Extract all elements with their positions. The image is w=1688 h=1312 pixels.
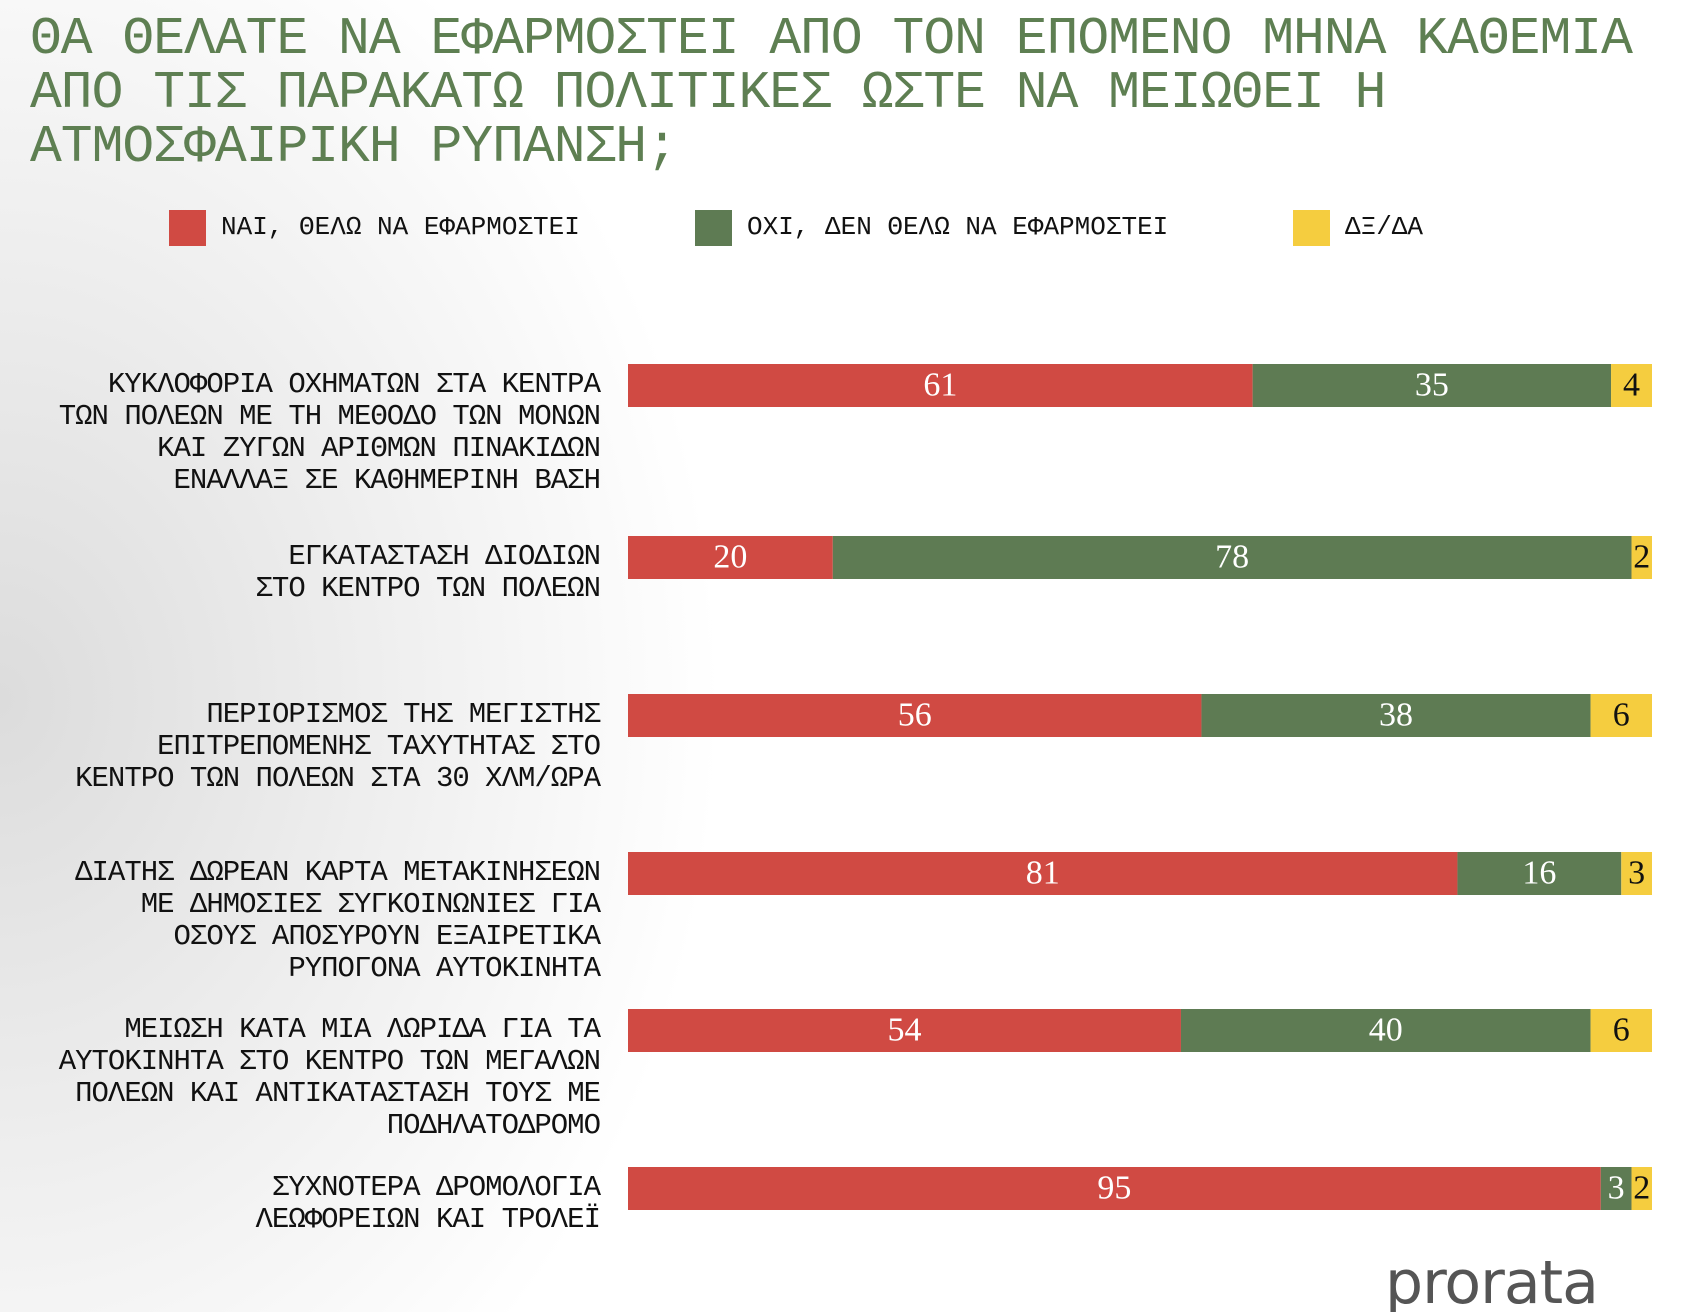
- value-label: 6: [1613, 696, 1630, 733]
- category-label: ΕΓΚΑΤΑΣΤΑΣΗ ΔΙΟΔΙΩΝ ΣΤΟ ΚΕΝΤΡΟ ΤΩΝ ΠΟΛΕΩ…: [255, 540, 601, 605]
- value-label: 35: [1415, 366, 1449, 403]
- bar-segment: [1457, 852, 1622, 895]
- bar-segment: [628, 852, 1458, 895]
- value-label: 16: [1522, 854, 1556, 891]
- category-label: ΠΕΡΙΟΡΙΣΜΟΣ ΤΗΣ ΜΕΓΙΣΤΗΣ ΕΠΙΤΡΕΠΟΜΕΝΗΣ Τ…: [75, 698, 601, 795]
- value-label: 54: [887, 1011, 921, 1048]
- value-label: 3: [1608, 1169, 1625, 1206]
- bar-segment: [1600, 1167, 1632, 1210]
- bar-segment: [832, 536, 1632, 579]
- chart-title: ΘΑ ΘΕΛΑΤΕ ΝΑ ΕΦΑΡΜΟΣΤΕΙ ΑΠΟ ΤΟΝ ΕΠΟΜΕΝΟ …: [30, 9, 1633, 177]
- bar-segment: [628, 536, 833, 579]
- value-label: 56: [898, 696, 932, 733]
- legend-swatch: [1293, 210, 1330, 246]
- value-label: 40: [1369, 1011, 1403, 1048]
- category-label: ΜΕΙΩΣΗ ΚΑΤΑ ΜΙΑ ΛΩΡΙΔΑ ΓΙΑ ΤΑ ΑΥΤΟΚΙΝΗΤΑ…: [58, 1013, 601, 1142]
- legend-label: ΝΑΙ, ΘΕΛΩ ΝΑ ΕΦΑΡΜΟΣΤΕΙ: [221, 212, 580, 242]
- value-label: 81: [1026, 854, 1060, 891]
- value-label: 61: [923, 366, 957, 403]
- bar-segment: [628, 364, 1253, 407]
- bar-segment: [1180, 1009, 1591, 1052]
- bar-segment: [1252, 364, 1612, 407]
- value-label: 95: [1097, 1169, 1131, 1206]
- bar-segment: [1631, 536, 1652, 579]
- bar-segment: [1201, 694, 1591, 737]
- value-label: 3: [1628, 854, 1645, 891]
- value-label: 78: [1215, 538, 1249, 575]
- bar-segment: [1611, 364, 1652, 407]
- value-label: 2: [1633, 538, 1650, 575]
- category-label: ΚΥΚΛΟΦΟΡΙΑ ΟΧΗΜΑΤΩΝ ΣΤΑ ΚΕΝΤΡΑ ΤΩΝ ΠΟΛΕΩ…: [58, 368, 601, 497]
- value-label: 38: [1379, 696, 1413, 733]
- bar-segment: [628, 694, 1202, 737]
- bar-segment: [1590, 694, 1652, 737]
- legend-label: ΔΞ/ΔΑ: [1345, 212, 1424, 242]
- bar-segment: [1621, 852, 1652, 895]
- value-label: 20: [713, 538, 747, 575]
- bar-segment: [1590, 1009, 1652, 1052]
- logo: prorata: [1385, 1248, 1599, 1312]
- bar-segment: [628, 1167, 1601, 1210]
- bar-segment: [1631, 1167, 1652, 1210]
- value-label: 4: [1623, 366, 1640, 403]
- legend-label: ΟΧΙ, ΔΕΝ ΘΕΛΩ ΝΑ ΕΦΑΡΜΟΣΤΕΙ: [747, 212, 1169, 242]
- category-label: ΔΙΑΤΗΣ ΔΩΡΕΑΝ ΚΑΡΤΑ ΜΕΤΑΚΙΝΗΣΕΩΝ ΜΕ ΔΗΜΟ…: [75, 856, 601, 985]
- legend-swatch: [169, 210, 206, 246]
- bar-segment: [628, 1009, 1181, 1052]
- legend-swatch: [695, 210, 732, 246]
- value-label: 6: [1613, 1011, 1630, 1048]
- category-label: ΣΥΧΝΟΤΕΡΑ ΔΡΟΜΟΛΟΓΙΑ ΛΕΩΦΟΡΕΙΩΝ ΚΑΙ ΤΡΟΛ…: [255, 1171, 601, 1236]
- value-label: 2: [1633, 1169, 1650, 1206]
